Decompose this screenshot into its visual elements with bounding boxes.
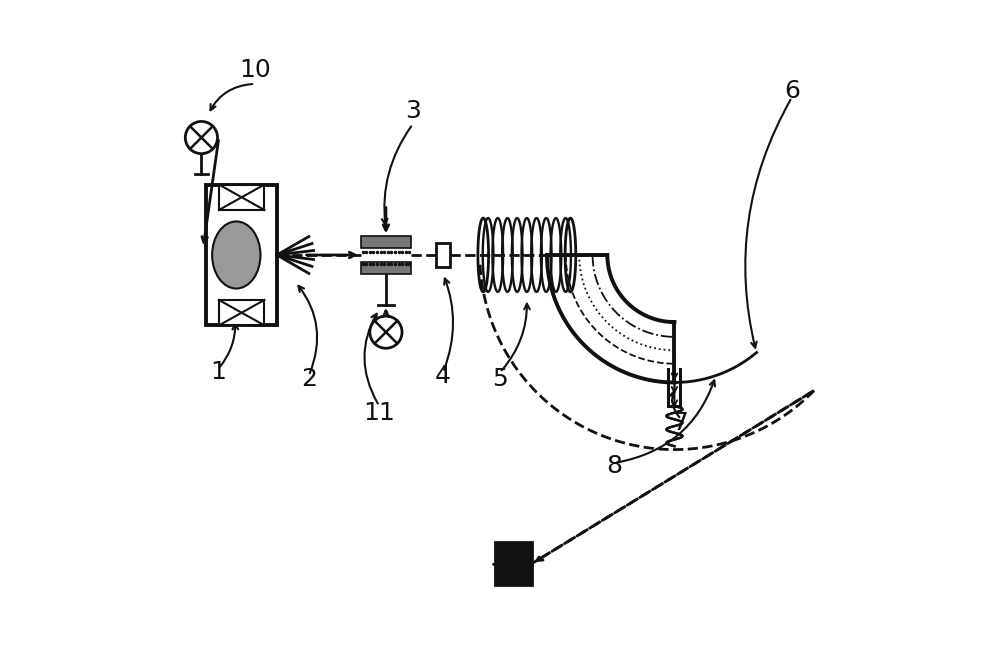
Text: 3: 3 <box>405 99 421 123</box>
Text: 1: 1 <box>210 360 226 384</box>
Polygon shape <box>219 300 264 325</box>
Text: 8: 8 <box>606 454 622 478</box>
Text: 7: 7 <box>673 411 689 435</box>
Text: 11: 11 <box>363 401 395 425</box>
Text: 5: 5 <box>492 367 508 391</box>
Text: 2: 2 <box>301 367 317 391</box>
Bar <box>361 236 411 248</box>
Text: 6: 6 <box>784 79 800 103</box>
Bar <box>495 542 532 585</box>
Text: 10: 10 <box>239 58 271 83</box>
Ellipse shape <box>212 221 260 289</box>
Text: 4: 4 <box>435 364 451 388</box>
Bar <box>361 262 411 274</box>
Polygon shape <box>219 185 264 210</box>
Text: 9: 9 <box>492 565 508 589</box>
Polygon shape <box>206 185 277 325</box>
Bar <box>436 243 450 267</box>
